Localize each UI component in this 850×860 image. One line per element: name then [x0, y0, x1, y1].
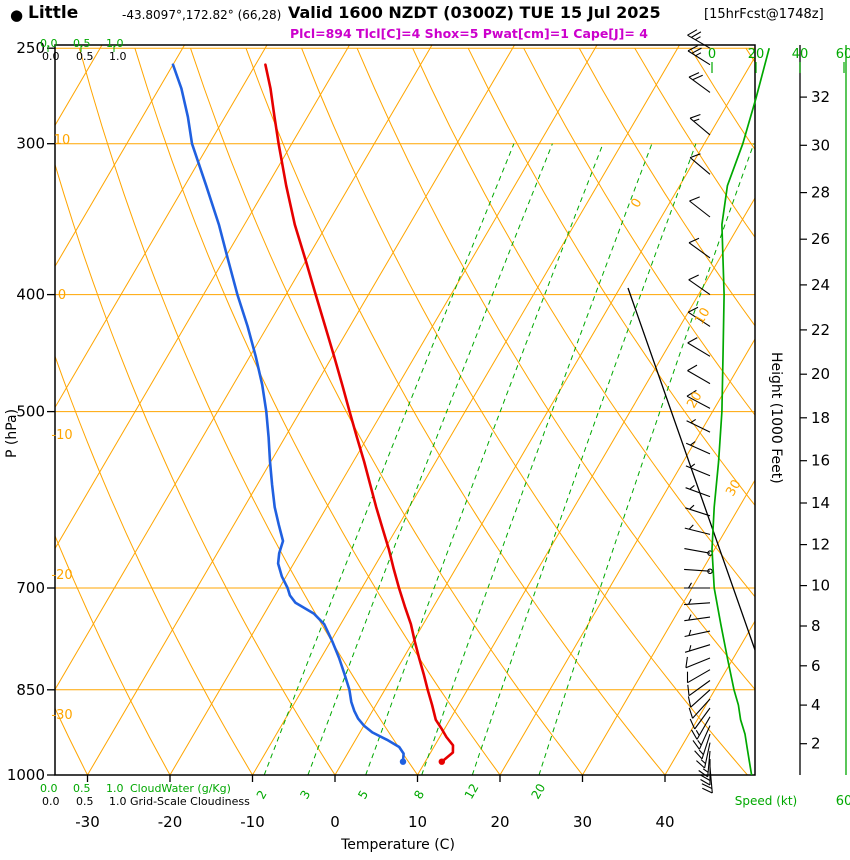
dewpoint-curve-surface-dot	[399, 758, 407, 765]
svg-text:40: 40	[792, 47, 809, 62]
svg-text:0: 0	[708, 47, 716, 62]
svg-text:-10: -10	[51, 428, 72, 443]
svg-text:400: 400	[16, 286, 45, 304]
svg-text:16: 16	[811, 452, 830, 470]
svg-text:8: 8	[811, 617, 821, 635]
svg-text:32: 32	[811, 88, 830, 106]
valid-time-title: Valid 1600 NZDT (0300Z) TUE 15 Jul 2025	[288, 3, 661, 22]
svg-text:1.0: 1.0	[106, 782, 124, 795]
svg-text:18: 18	[811, 409, 830, 427]
svg-text:22: 22	[811, 321, 830, 339]
svg-text:26: 26	[811, 230, 830, 248]
svg-text:12: 12	[462, 781, 482, 801]
svg-text:0: 0	[58, 288, 66, 303]
svg-text:10: 10	[54, 133, 71, 148]
svg-text:60: 60	[836, 794, 850, 809]
mixing-ratio-lines	[263, 143, 755, 775]
svg-text:3: 3	[297, 788, 313, 802]
boundary-diagonal-line	[627, 287, 755, 651]
svg-text:30: 30	[723, 477, 744, 499]
svg-text:8: 8	[411, 788, 427, 802]
svg-text:0.5: 0.5	[73, 782, 91, 795]
svg-text:-10: -10	[240, 813, 265, 831]
pressure-axis-title: P (hPa)	[4, 409, 20, 458]
temperature-axis-title: Temperature (C)	[340, 837, 455, 853]
station-coords: -43.8097°,172.82° (66,28)	[122, 8, 282, 22]
svg-text:4: 4	[811, 696, 821, 714]
svg-text:0.5: 0.5	[73, 37, 91, 50]
svg-text:24: 24	[811, 276, 830, 294]
wind-speed-curve	[711, 47, 771, 776]
svg-text:30: 30	[573, 813, 592, 831]
svg-text:2: 2	[254, 788, 270, 802]
svg-text:0.0: 0.0	[42, 50, 60, 63]
svg-text:0: 0	[628, 196, 645, 211]
svg-text:0: 0	[330, 813, 340, 831]
temperature-curve	[264, 63, 455, 764]
speed-axis-title: Speed (kt)	[735, 794, 797, 808]
svg-text:10: 10	[692, 305, 713, 327]
svg-text:28: 28	[811, 184, 830, 202]
svg-text:0.5: 0.5	[76, 50, 94, 63]
svg-text:40: 40	[655, 813, 674, 831]
svg-text:6: 6	[811, 657, 821, 675]
station-name: Little	[28, 3, 79, 23]
svg-text:300: 300	[16, 135, 45, 153]
height-axis-title: Height (1000 Feet)	[768, 352, 784, 484]
station-marker-icon: ●	[10, 6, 24, 24]
svg-text:500: 500	[16, 403, 45, 421]
svg-text:5: 5	[355, 788, 371, 802]
svg-text:0.0: 0.0	[42, 795, 60, 808]
cloudwater-scale-title: CloudWater (g/Kg)	[130, 782, 231, 795]
svg-text:20: 20	[684, 389, 705, 411]
svg-text:12: 12	[811, 536, 830, 554]
dewpoint-curve	[171, 63, 405, 764]
svg-text:14: 14	[811, 494, 830, 512]
temperature-curve-surface-dot	[438, 758, 445, 765]
svg-text:850: 850	[16, 681, 45, 699]
wind-barbs	[684, 29, 713, 794]
svg-text:0.0: 0.0	[40, 782, 58, 795]
svg-text:60: 60	[836, 47, 850, 62]
svg-text:30: 30	[811, 136, 830, 154]
cloudiness-scale-title: Grid-Scale Cloudiness	[130, 795, 250, 808]
svg-text:20: 20	[490, 813, 509, 831]
svg-text:20: 20	[528, 781, 548, 801]
svg-text:-20: -20	[51, 568, 72, 583]
svg-text:0.0: 0.0	[40, 37, 58, 50]
svg-text:1.0: 1.0	[109, 795, 127, 808]
svg-text:20: 20	[811, 365, 830, 383]
forecast-hour-label: [15hrFcst@1748z]	[704, 7, 824, 22]
svg-text:-30: -30	[75, 813, 100, 831]
svg-text:-20: -20	[158, 813, 183, 831]
svg-text:1000: 1000	[7, 766, 45, 784]
orange-grid	[55, 45, 755, 775]
svg-text:-30: -30	[51, 708, 72, 723]
plot-frame	[54, 44, 756, 776]
svg-text:10: 10	[408, 813, 427, 831]
svg-text:0.5: 0.5	[76, 795, 94, 808]
plot-area	[55, 45, 755, 775]
svg-text:20: 20	[748, 47, 765, 62]
svg-text:700: 700	[16, 579, 45, 597]
svg-text:250: 250	[16, 39, 45, 57]
svg-text:1.0: 1.0	[106, 37, 124, 50]
svg-text:2: 2	[811, 735, 821, 753]
sounding-parameters: Plcl=894 Tlcl[C]=4 Shox=5 Pwat[cm]=1 Cap…	[290, 26, 648, 41]
svg-text:1.0: 1.0	[109, 50, 127, 63]
svg-text:10: 10	[811, 577, 830, 595]
